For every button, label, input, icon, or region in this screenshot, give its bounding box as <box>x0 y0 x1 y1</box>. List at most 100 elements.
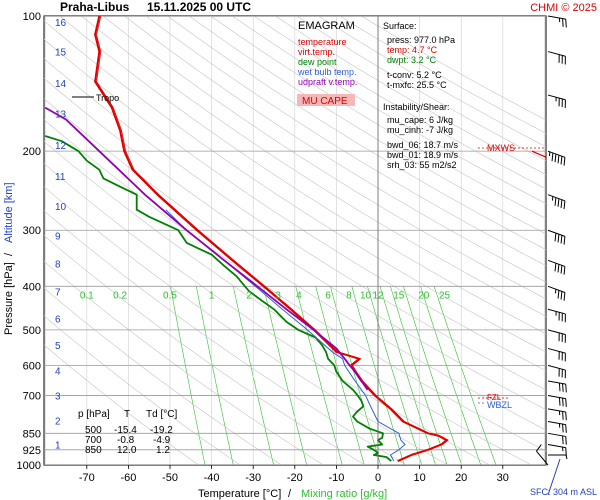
wind-barb <box>547 347 566 362</box>
mixing-ratio-label: 15 <box>393 290 405 301</box>
wind-barb <box>547 443 567 456</box>
mixing-ratio-label: 0.2 <box>113 290 127 301</box>
wind-barb-feather <box>558 382 561 392</box>
x-tick-label: -60 <box>120 472 136 484</box>
wind-barb <box>547 259 566 275</box>
wind-barb-feather <box>554 197 557 206</box>
bwd-01: bwd_01: 18.9 m/s <box>387 150 459 160</box>
legend-temperature: temperature <box>298 37 347 47</box>
wind-barb-feather <box>565 436 567 445</box>
x-tick-label: -30 <box>245 472 261 484</box>
y-axis-altitude-label: Altitude [km] <box>3 182 15 243</box>
wind-barb-feather <box>560 199 563 208</box>
dry-adiabat <box>59 16 546 335</box>
wind-barb-feather <box>554 263 557 272</box>
mixing-ratio-label: 2 <box>246 290 252 301</box>
altitude-tick-label: 9 <box>55 231 61 242</box>
level-table: p [hPa] T Td [°C] 500 -15.4 -19.2 700 -0… <box>78 409 177 456</box>
mixing-ratio-label: 6 <box>325 290 331 301</box>
altitude-tick-label: 12 <box>55 141 67 152</box>
station-name: Praha-Libus <box>60 0 130 14</box>
table-row-p: 700 <box>85 435 102 446</box>
table-row-td: -19.2 <box>150 425 173 436</box>
pressure-tick-label: 100 <box>23 11 41 23</box>
altitude-tick-label: 2 <box>55 416 61 427</box>
mixing-ratio-label: 20 <box>418 290 430 301</box>
bwd-06: bwd_06: 18.7 m/s <box>387 140 459 150</box>
table-row-td: -4.9 <box>153 435 171 446</box>
annotations: Tropo MXWS FZL WBZL SFC: 304 m ASL <box>72 93 597 497</box>
x-tick-label: -20 <box>287 472 303 484</box>
surface-altitude: SFC: 304 m ASL <box>530 487 597 497</box>
legend-wet-bulb: wet bulb temp. <box>297 67 357 77</box>
y-axis-pressure-label: Pressure [hPa] <box>3 262 15 335</box>
series-virtual-temperature <box>96 16 449 462</box>
wind-barb-feather <box>554 233 557 242</box>
wind-barb <box>547 394 567 407</box>
dry-adiabat <box>44 39 546 372</box>
wind-barb-feather <box>563 236 566 245</box>
surface-temp: temp: 4.7 °C <box>387 45 438 55</box>
legend-updraft: udpraft v.temp. <box>298 77 357 87</box>
wind-barb-feather <box>562 383 564 392</box>
altitude-tick-label: 3 <box>55 391 61 402</box>
series-udpraft-v-temp <box>44 106 369 391</box>
wind-barb-shaft <box>536 450 549 466</box>
wind-barb <box>547 229 566 245</box>
y-axis-label: Pressure [hPa] / Altitude [km] <box>3 182 15 335</box>
wind-barb-feather <box>562 435 564 445</box>
altitude-tick-label: 14 <box>55 79 67 90</box>
altitude-tick-label: 7 <box>55 288 61 299</box>
wind-barb-feather <box>562 18 564 27</box>
wind-barb-feather <box>554 153 557 163</box>
wbzl-label: WBZL <box>487 400 512 410</box>
wind-barb <box>547 408 567 421</box>
table-header-t: T <box>124 409 130 420</box>
dry-adiabat <box>167 16 546 250</box>
series-wet-bulb-temp <box>165 209 406 462</box>
wind-barb <box>547 380 567 393</box>
wind-barb-feather <box>560 291 563 300</box>
pressure-tick-label: 500 <box>23 325 41 337</box>
mu-cape-label: MU CAPE <box>302 96 348 107</box>
table-row-t: -0.8 <box>117 435 135 446</box>
wind-barb <box>536 444 549 466</box>
mixing-ratio-label: 0.1 <box>80 290 94 301</box>
wind-barb <box>547 432 567 445</box>
wind-barb <box>547 150 566 166</box>
wind-barb-feather <box>560 265 563 274</box>
mixing-ratio-label: 25 <box>439 290 451 301</box>
table-row-td: 1.2 <box>156 445 170 456</box>
wind-barb <box>547 364 566 379</box>
altitude-tick-label: 10 <box>55 202 67 213</box>
x-tick-label: -10 <box>328 472 344 484</box>
instability-title: Instability/Shear: <box>383 102 450 112</box>
wind-barb-feather <box>536 444 542 452</box>
wind-barb-feather <box>563 292 566 301</box>
wind-barb-feather <box>563 157 566 166</box>
legend-title: EMAGRAM <box>298 20 355 32</box>
table-row-t: 12.0 <box>117 445 137 456</box>
x-axis-temperature-label: Temperature [°C] <box>198 488 281 500</box>
dry-adiabat <box>44 58 546 391</box>
dry-adiabat <box>44 98 546 431</box>
pressure-tick-label: 200 <box>23 146 41 158</box>
wind-barb-feather <box>560 156 563 165</box>
dry-adiabat <box>44 77 546 411</box>
pressure-tick-label: 1000 <box>17 460 41 472</box>
x-tick-label: -50 <box>162 472 178 484</box>
legend-dew-point: dew point <box>298 57 337 67</box>
table-header-p: p [hPa] <box>78 409 110 420</box>
mu-cape-value: mu_cape: 6 J/kg <box>387 115 453 125</box>
wind-barb <box>547 94 566 108</box>
dry-adiabat <box>210 16 546 219</box>
wind-barb-feather <box>565 19 567 28</box>
surface-wind-marker <box>547 458 561 496</box>
wind-barb-feather <box>551 152 554 162</box>
wind-barb <box>547 420 567 433</box>
altitude-tick-label: 11 <box>55 172 66 183</box>
mxws-label: MXWS <box>487 143 515 153</box>
x-axis-label: Temperature [°C] / Mixing ratio [g/kg] <box>198 488 387 500</box>
wind-barb-feather <box>563 200 566 210</box>
